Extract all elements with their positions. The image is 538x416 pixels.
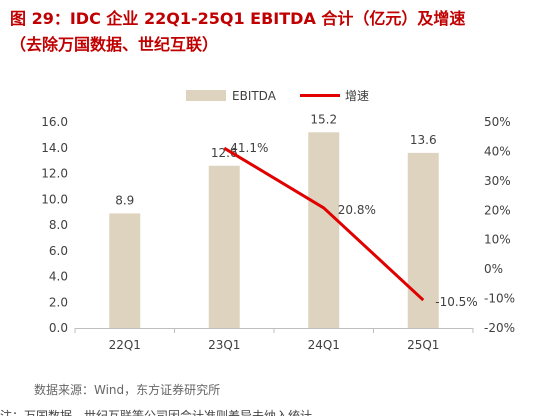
y-right-tick-label: -10% bbox=[484, 292, 515, 306]
bar-ebitda bbox=[109, 213, 141, 328]
x-tick-label: 24Q1 bbox=[308, 338, 340, 352]
bar-data-label: 8.9 bbox=[115, 193, 134, 207]
y-right-tick-label: 0% bbox=[484, 262, 503, 276]
bar-ebitda bbox=[308, 132, 340, 328]
x-tick-label: 25Q1 bbox=[407, 338, 439, 352]
x-tick-label: 23Q1 bbox=[208, 338, 240, 352]
y-left-tick-label: 14.0 bbox=[41, 141, 68, 155]
y-left-tick-label: 16.0 bbox=[41, 115, 68, 129]
chart-area: EBITDA 增速 0.0 2.0 4.0 6.0 8.0 10.0 12.0 14.0 16.0 -… bbox=[0, 80, 538, 376]
legend-label-growth: 增速 bbox=[345, 89, 369, 103]
bar-data-label: 13.6 bbox=[410, 133, 437, 147]
y-right-tick-label: 50% bbox=[484, 115, 511, 129]
growth-data-label: -10.5% bbox=[435, 295, 477, 309]
y-left-tick-label: 2.0 bbox=[49, 295, 68, 309]
y-right-tick-label: 40% bbox=[484, 144, 511, 158]
legend-swatch-ebitda bbox=[186, 90, 226, 101]
y-left-tick-label: 0.0 bbox=[49, 321, 68, 335]
bar-ebitda bbox=[208, 165, 240, 328]
y-left-tick-label: 12.0 bbox=[41, 167, 68, 181]
chart-title-line-2: （去除万国数据、世纪互联） bbox=[10, 35, 219, 54]
y-left-tick-label: 10.0 bbox=[41, 192, 68, 206]
y-left-tick-label: 6.0 bbox=[49, 244, 68, 258]
cut-off-footer-text: 注：万国数据、世纪互联等公司因会计准则差异未纳入统计 bbox=[0, 409, 313, 416]
growth-data-label: 20.8% bbox=[338, 203, 376, 217]
bar-data-label: 15.2 bbox=[310, 112, 337, 126]
y-right-tick-label: 30% bbox=[484, 174, 511, 188]
growth-data-label: 41.1% bbox=[230, 141, 268, 155]
combo-chart: EBITDA 增速 0.0 2.0 4.0 6.0 8.0 10.0 12.0 14.0 16.0 -… bbox=[41, 89, 515, 352]
y-left-tick-label: 8.0 bbox=[49, 218, 68, 232]
y-right-tick-label: -20% bbox=[484, 321, 515, 335]
chart-title: 图 29：IDC 企业 22Q1-25Q1 EBITDA 合计（亿元）及增速 （… bbox=[10, 6, 532, 58]
bar-data-label: 12.6 bbox=[211, 146, 238, 160]
growth-line bbox=[223, 146, 425, 302]
y-left-tick-label: 4.0 bbox=[49, 270, 68, 284]
y-right-tick-label: 20% bbox=[484, 203, 511, 217]
x-tick-label: 22Q1 bbox=[109, 338, 141, 352]
y-right-tick-label: 10% bbox=[484, 233, 511, 247]
chart-title-line-1: 图 29：IDC 企业 22Q1-25Q1 EBITDA 合计（亿元）及增速 bbox=[10, 9, 466, 28]
legend-label-ebitda: EBITDA bbox=[232, 89, 277, 103]
bar-ebitda bbox=[407, 152, 439, 328]
source-note: 数据来源：Wind，东方证券研究所 bbox=[34, 383, 221, 397]
